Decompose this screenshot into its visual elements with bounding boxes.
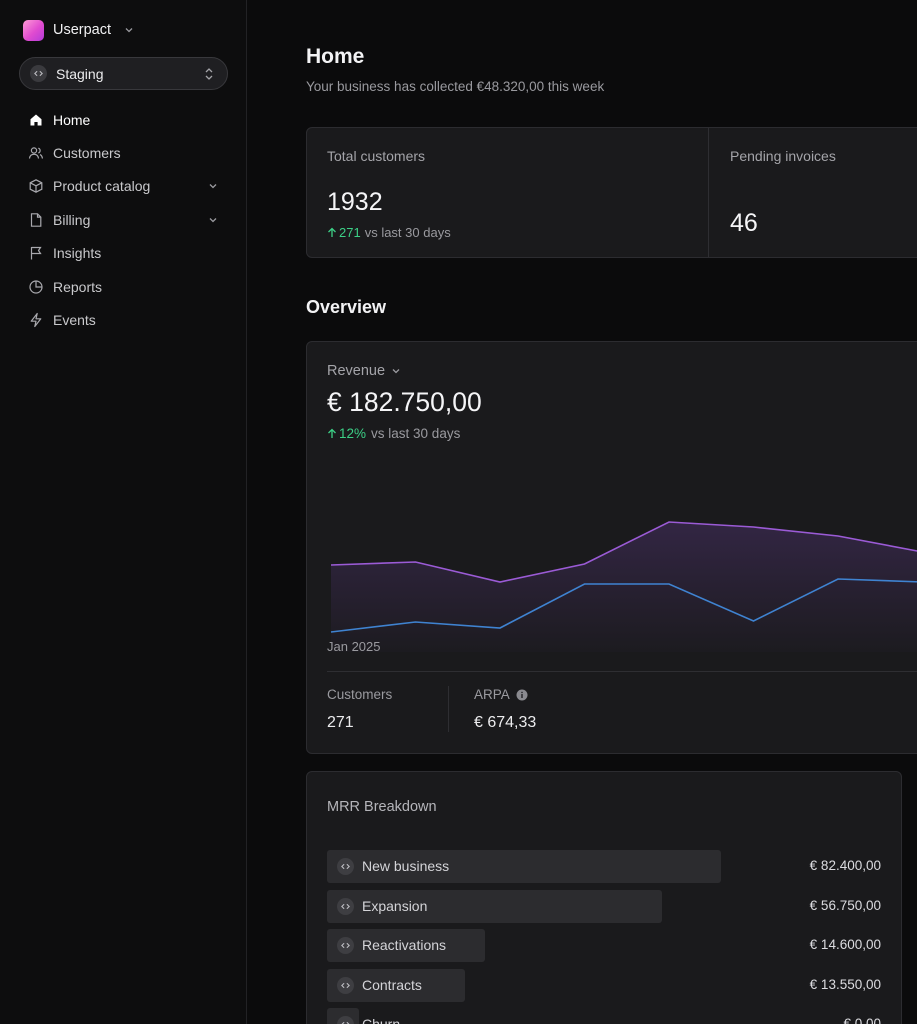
chevron-down-icon [209,217,217,223]
users-icon [28,145,44,161]
mrr-label: Reactivations [362,937,447,953]
org-switcher[interactable]: Userpact [23,19,134,41]
chevron-up-down-icon [205,67,213,80]
chevron-down-icon [392,369,400,374]
stat-pending-invoices[interactable]: Pending invoices 46 [710,128,917,257]
code-icon [337,858,354,875]
code-icon [337,976,354,994]
mrr-amount: € 13.550,00 [809,976,881,992]
mrr-row[interactable]: Reactivations € 14.600,00 [327,929,881,962]
sidebar-item-label: Product catalog [53,178,151,195]
main-content: Home Your business has collected €48.320… [247,0,917,1024]
environment-label: Staging [56,65,104,82]
pie-chart-icon [28,279,44,295]
sidebar-item-events[interactable]: Events [19,303,228,336]
org-name: Userpact [53,22,112,38]
mrr-row[interactable]: Churn € 0,00 [327,1008,881,1024]
page-subtitle: Your business has collected €48.320,00 t… [306,79,605,94]
mrr-bar [327,889,662,923]
sidebar-item-insights[interactable]: Insights [19,237,228,270]
kpi-value: 271 [327,714,354,731]
code-icon [30,65,47,82]
sidebar-item-label: Reports [53,278,103,295]
box-icon [28,178,44,194]
mrr-label: Expansion [362,897,428,914]
sidebar: Userpact Staging Home Customers Product … [0,0,247,1024]
series-area [331,522,917,652]
revenue-value: € 182.750,00 [327,387,482,417]
mrr-amount: € 0,00 [843,1016,881,1024]
stat-value: 46 [730,209,758,237]
mrr-row[interactable]: New business € 82.400,00 [327,850,881,883]
stat-delta: 271 vs last 30 days [327,225,451,240]
code-icon [337,937,354,954]
sidebar-item-home[interactable]: Home [19,103,228,136]
x-axis-label: Jan 2025 [327,639,381,654]
sidebar-nav: Home Customers Product catalog Billing [19,103,228,337]
sidebar-item-product-catalog[interactable]: Product catalog [19,170,228,203]
stats-card: Total customers 1932 271 vs last 30 days… [306,127,917,258]
flag-icon [28,245,44,261]
bolt-icon [28,312,44,328]
mrr-row[interactable]: Contracts € 13.550,00 [327,968,881,1002]
mrr-label: Churn [362,1016,401,1024]
mrr-label: Contracts [362,976,422,993]
sidebar-item-label: Home [53,111,91,128]
stat-label: Total customers [327,148,426,164]
mrr-title: MRR Breakdown [327,799,437,815]
environment-selector[interactable]: Staging [19,57,228,90]
kpi-label: ARPA [474,687,510,702]
stat-value: 1932 [327,188,383,216]
mrr-bar [327,850,721,883]
kpi-arpa: ARPA € 674,33 [474,687,536,732]
file-icon [28,212,44,228]
home-icon [28,112,44,128]
kpi-customers: Customers 271 [327,687,392,732]
stat-total-customers[interactable]: Total customers 1932 271 vs last 30 days [307,128,709,257]
mrr-amount: € 14.600,00 [809,937,881,952]
arrow-up-icon [328,227,336,237]
code-icon [337,897,354,915]
revenue-delta: 12% vs last 30 days [327,426,460,441]
sidebar-item-label: Events [53,312,96,329]
metric-label: Revenue [327,363,386,379]
delta-value: 271 [339,225,361,240]
org-logo [23,19,44,41]
chevron-down-icon [125,28,133,33]
series-line-0 [330,521,917,583]
delta-suffix: vs last 30 days [364,225,451,240]
stat-label: Pending invoices [730,148,836,164]
revenue-line-chart[interactable] [307,492,917,652]
mrr-amount: € 82.400,00 [809,858,881,873]
page-title: Home [306,45,365,68]
kpi-divider [448,686,449,732]
revenue-card: Revenue € 182.750,00 12% vs last 30 days… [306,341,917,754]
divider [327,671,917,672]
code-icon [337,1016,354,1024]
mrr-row[interactable]: Expansion € 56.750,00 [327,889,881,923]
sidebar-item-billing[interactable]: Billing [19,203,228,236]
mrr-label: New business [362,858,450,874]
info-icon[interactable] [516,689,528,701]
sidebar-item-customers[interactable]: Customers [19,136,228,169]
sidebar-item-label: Billing [53,211,91,228]
overview-title: Overview [306,297,387,317]
mrr-breakdown-card: MRR Breakdown New business € 82.400,00 Exp… [306,771,902,1024]
sidebar-item-reports[interactable]: Reports [19,270,228,303]
sidebar-item-label: Insights [53,245,102,262]
chevron-down-icon [209,184,217,189]
mrr-amount: € 56.750,00 [809,897,881,913]
series-line-1 [330,578,917,633]
metric-selector[interactable]: Revenue [327,363,401,379]
delta-suffix: vs last 30 days [371,426,461,441]
delta-value: 12% [339,426,367,441]
arrow-up-icon [328,428,336,438]
kpi-value: € 674,33 [474,714,537,731]
kpi-label: Customers [327,687,393,702]
sidebar-item-label: Customers [53,145,121,162]
